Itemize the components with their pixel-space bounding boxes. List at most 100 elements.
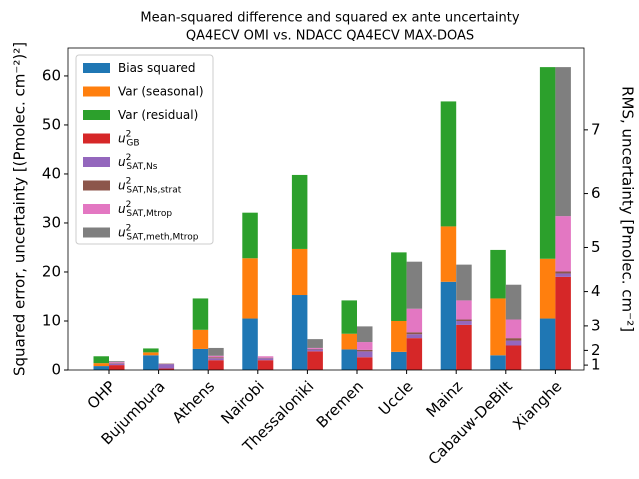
legend-sup: 2 (126, 200, 132, 210)
bar-segment (242, 212, 258, 259)
bar-segment (341, 300, 357, 334)
bar-segment (257, 356, 274, 358)
bar-segment (440, 281, 457, 370)
legend-name: Bias squared (118, 61, 195, 75)
legend-name: u (118, 225, 126, 239)
bar-segment (440, 101, 457, 227)
legend-name: u (118, 178, 126, 192)
bar-segment (406, 334, 423, 339)
chart-subtitle: QA4ECV OMI vs. NDACC QA4ECV MAX-DOAS (186, 29, 474, 44)
bar-segment (257, 360, 274, 370)
bar-segment (341, 349, 357, 370)
legend-label: Bias squared (118, 61, 195, 75)
y-tick-label: 10 (42, 311, 61, 329)
bar-segment (406, 261, 423, 309)
bar-segment (440, 226, 457, 282)
legend-sup: 2 (126, 223, 132, 233)
y-tick-label: 50 (42, 115, 61, 133)
bar-segment (208, 355, 224, 358)
bar-segment (192, 348, 209, 370)
bar-segment (158, 364, 175, 369)
bar-segment (539, 318, 556, 370)
bar-segment (357, 357, 373, 370)
bar-segment (539, 258, 556, 319)
bar-segment (555, 67, 571, 217)
bar-segment (490, 249, 506, 299)
y-tick-label: 40 (42, 164, 61, 182)
bar-segment (505, 338, 522, 341)
bar-segment (357, 326, 373, 343)
legend-box (75, 54, 214, 245)
bar-segment (505, 284, 522, 320)
bar-segment (505, 340, 522, 346)
x-tick-label: Athens (169, 377, 219, 427)
legend-name: Var (residual) (118, 108, 198, 122)
legend-label: u2 SAT,Ns (118, 153, 158, 172)
bar-segment (391, 351, 407, 370)
y2-tick-label: 1 (591, 356, 601, 374)
bar-segment (307, 349, 323, 352)
legend-swatch (83, 86, 110, 97)
y2-tick-label: 7 (591, 120, 601, 138)
legend-sub: SAT,Ns,strat (126, 185, 181, 195)
x-tick-label: Nairobi (217, 377, 267, 427)
bar-segment (208, 357, 224, 359)
y2-axis-label: RMS, uncertainty [Pmolec. cm⁻²] (619, 86, 637, 332)
bar-segment (257, 358, 274, 361)
legend-swatch (83, 157, 110, 167)
bar-segment (357, 342, 373, 350)
x-tick-label: Bremen (313, 377, 367, 431)
legend-label: u2 SAT,Ns,strat (118, 176, 182, 195)
legend-sub: SAT,Mtrop (126, 209, 172, 219)
y-axis-label: Squared error, uncertainty [(Pmolec. cm⁻… (11, 42, 29, 376)
bar-segment (391, 320, 407, 352)
bar-segment (456, 324, 472, 370)
bar-segment (143, 355, 159, 370)
bar-segment (192, 329, 209, 349)
bar-segment (109, 365, 125, 370)
bar-segment (307, 347, 323, 349)
legend-name: u (118, 202, 126, 216)
legend-swatch (83, 133, 110, 144)
y-tick-label: 0 (51, 361, 61, 379)
y-tick-label: 20 (42, 262, 61, 280)
bar-segment (93, 366, 109, 370)
bar-segment (143, 352, 159, 356)
legend-swatch (83, 227, 110, 238)
bar-segment (406, 338, 423, 370)
bar-segment (291, 295, 308, 370)
legend-sub: SAT,Ns (126, 162, 157, 172)
bar-segment (555, 276, 571, 370)
bar-segment (555, 216, 571, 272)
legend-sup: 2 (126, 153, 132, 163)
bar-segment (555, 271, 571, 274)
bar-segment (143, 348, 159, 353)
legend-swatch (83, 110, 110, 120)
bar-segment (357, 351, 373, 358)
bar-segment (109, 361, 125, 363)
chart-title: Mean-squared difference and squared ex a… (140, 11, 519, 26)
bar-segment (456, 319, 472, 321)
bar-segment (406, 332, 423, 335)
bar-segment (291, 174, 308, 249)
legend-sup: 2 (126, 129, 132, 139)
x-tick-label: Cabauw-DeBilt (425, 377, 516, 468)
bar-segment (391, 252, 407, 321)
bar-segment (109, 363, 125, 366)
bar-segment (505, 345, 522, 370)
bar-segment (291, 248, 308, 296)
bar-segment (490, 298, 506, 356)
y2-tick-label: 6 (591, 184, 601, 202)
bar-segment (192, 298, 209, 330)
bar-segment (158, 368, 175, 370)
legend-sub: GB (126, 138, 139, 148)
legend-name: Var (seasonal) (118, 84, 204, 98)
bar-segment (208, 358, 224, 361)
bar-segment (208, 347, 224, 356)
y-tick-label: 60 (42, 66, 61, 84)
legend-label: u2 SAT,Mtrop (118, 200, 172, 219)
y2-tick-label: 2 (591, 341, 601, 359)
legend-swatch (83, 204, 110, 214)
bar-segment (456, 320, 472, 325)
